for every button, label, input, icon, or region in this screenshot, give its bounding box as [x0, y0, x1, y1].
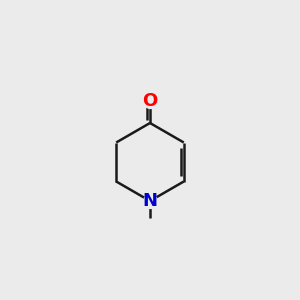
- Text: N: N: [142, 192, 158, 210]
- Text: O: O: [142, 92, 158, 110]
